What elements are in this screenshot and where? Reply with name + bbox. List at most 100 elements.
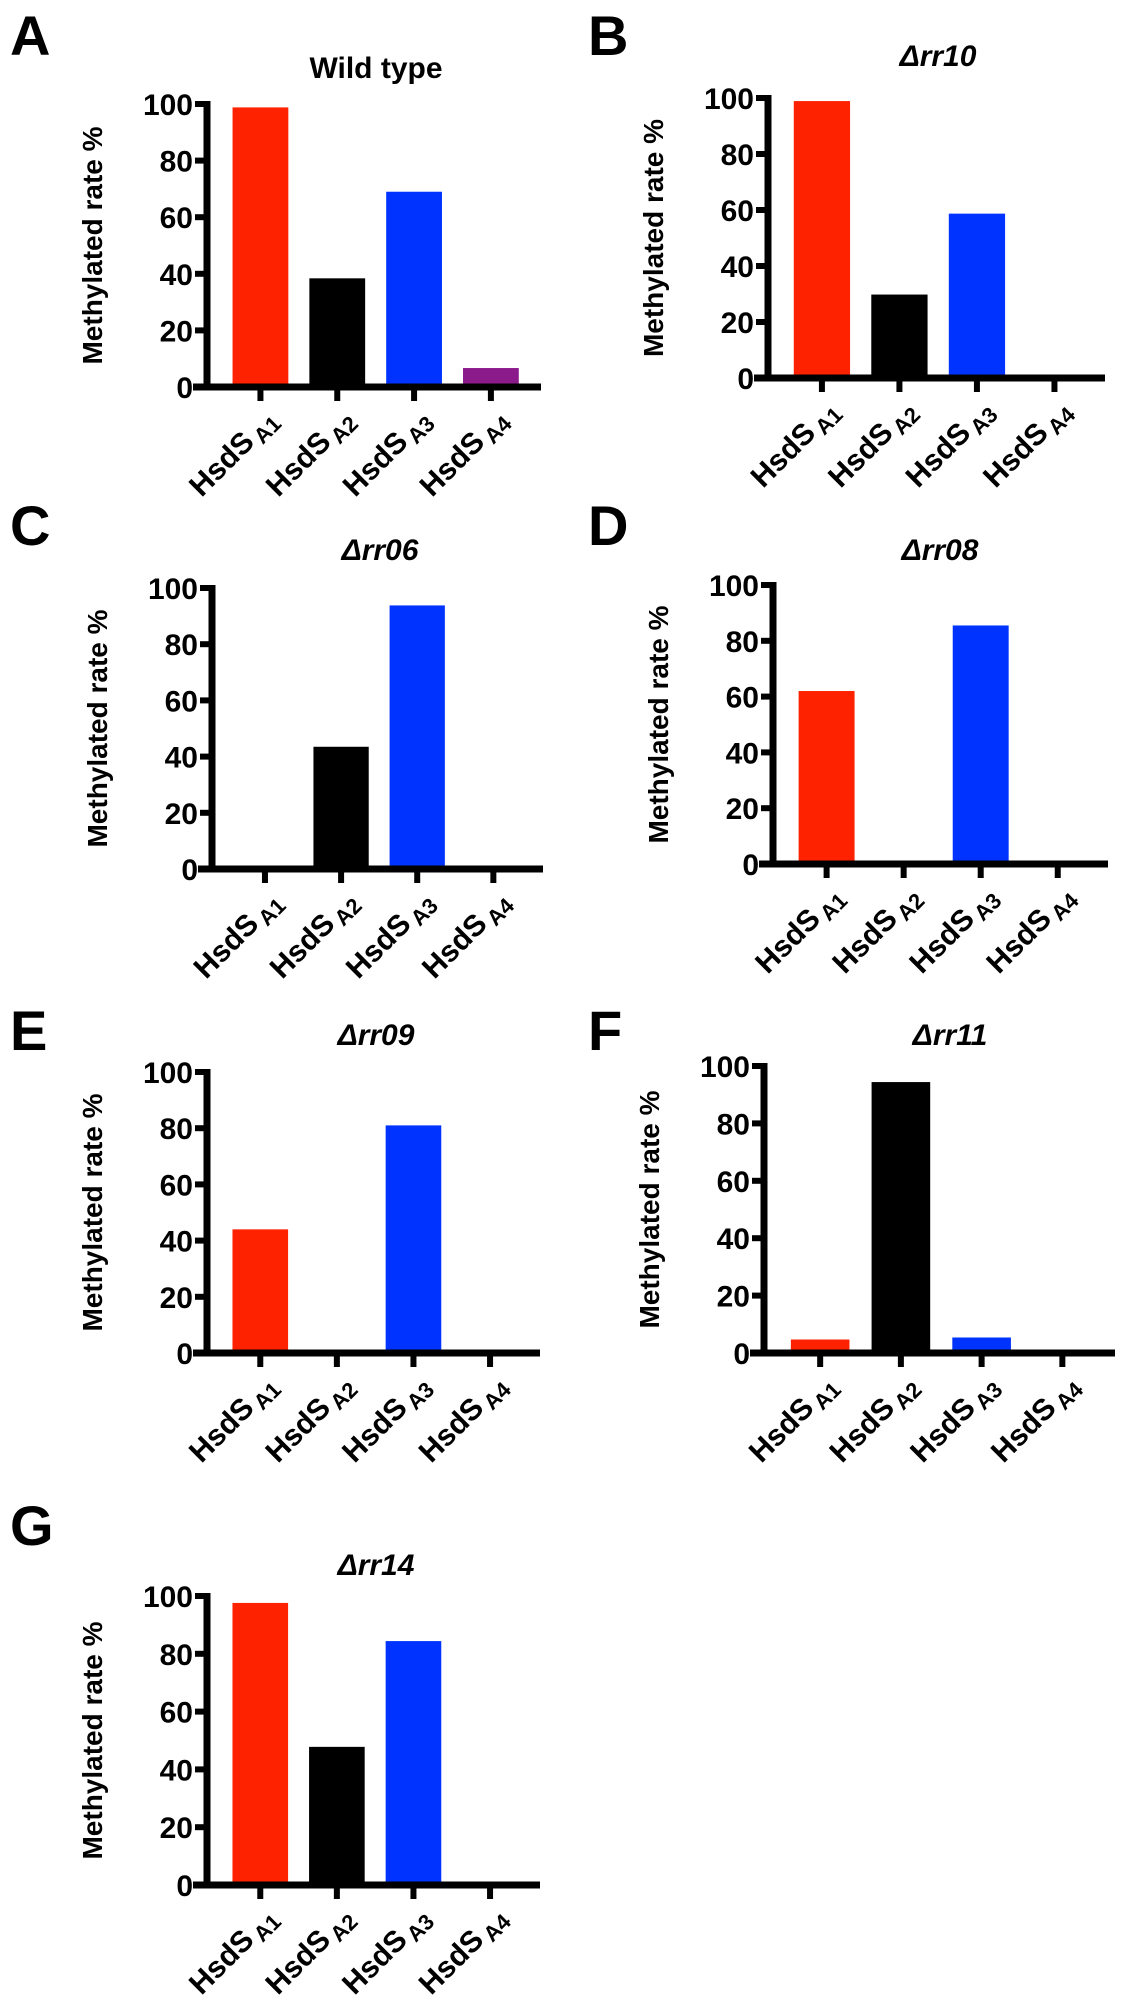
y-tick-label: 100 [143, 1057, 193, 1090]
panel-letter: F [588, 999, 622, 1062]
chart-title: Δrr11 [912, 1019, 988, 1052]
y-tick-label: 80 [721, 139, 754, 172]
category-main: HsdS [745, 416, 823, 494]
y-tick-label: 40 [721, 251, 754, 284]
category-main: HsdS [183, 425, 261, 503]
category-label: HsdSA4 [414, 402, 518, 506]
y-tick-label: 0 [176, 1338, 193, 1371]
panel-letter: G [10, 1494, 54, 1557]
panel-letter: A [10, 4, 50, 67]
y-axis-label: Methylated rate % [82, 609, 113, 847]
chart-title: Δrr09 [337, 1019, 415, 1052]
y-tick-label: 20 [165, 798, 198, 831]
y-tick-label: 40 [160, 1754, 193, 1787]
y-tick-label: 0 [742, 849, 759, 882]
y-tick-label: 80 [165, 629, 198, 662]
y-tick-label: 0 [176, 372, 193, 405]
category-main: HsdS [743, 1391, 821, 1469]
bar-a3 [952, 1337, 1011, 1353]
category-main: HsdS [183, 1923, 261, 2000]
category-main: HsdS [183, 1391, 261, 1469]
y-tick-label: 20 [721, 307, 754, 340]
category-label: HsdSA2 [824, 1369, 927, 1472]
category-label: HsdSA3 [904, 1369, 1007, 1472]
chart-title: Δrr10 [899, 40, 977, 73]
y-tick-label: 100 [148, 573, 198, 606]
bar-a3 [385, 1125, 442, 1353]
bar-a3 [386, 191, 442, 387]
category-main: HsdS [188, 907, 266, 985]
category-label: HsdSA4 [413, 1900, 517, 2000]
y-tick-label: 60 [165, 685, 198, 718]
bar-a2 [313, 746, 369, 869]
bar-a3 [952, 625, 1009, 864]
y-tick-label: 100 [709, 570, 759, 603]
bar-a2 [871, 294, 928, 378]
y-axis-label: Methylated rate % [77, 1621, 108, 1859]
bar-a3 [948, 213, 1006, 378]
y-tick-label: 100 [700, 1051, 750, 1084]
y-axis-label: Methylated rate % [77, 126, 108, 364]
y-tick-label: 40 [160, 259, 193, 292]
bar-a1 [232, 107, 289, 388]
y-tick-label: 0 [737, 363, 754, 396]
y-tick-label: 20 [726, 793, 759, 826]
chart-title: Δrr06 [341, 534, 419, 567]
y-tick-label: 0 [176, 1870, 193, 1903]
bar-a2 [309, 1746, 365, 1885]
chart-title: Δrr14 [337, 1549, 415, 1582]
y-tick-label: 100 [143, 89, 193, 122]
category-label: HsdSA4 [980, 879, 1084, 983]
bar-a2 [871, 1082, 931, 1353]
y-tick-label: 0 [733, 1338, 750, 1371]
bar-a2 [309, 278, 366, 387]
y-axis-label: Methylated rate % [634, 1090, 665, 1328]
bar-a3 [385, 1641, 442, 1885]
y-tick-label: 20 [160, 1282, 193, 1315]
y-tick-label: 0 [181, 854, 198, 887]
y-tick-label: 80 [726, 626, 759, 659]
category-main: HsdS [749, 902, 827, 980]
category-label: HsdSA4 [977, 393, 1081, 497]
y-tick-label: 80 [160, 146, 193, 179]
y-tick-label: 20 [717, 1281, 750, 1314]
y-tick-label: 40 [165, 742, 198, 775]
y-tick-label: 100 [143, 1581, 193, 1614]
y-tick-label: 20 [160, 315, 193, 348]
y-tick-label: 80 [717, 1108, 750, 1141]
y-tick-label: 40 [160, 1226, 193, 1259]
bar-a4 [463, 368, 519, 387]
y-tick-label: 60 [160, 202, 193, 235]
y-tick-label: 60 [717, 1166, 750, 1199]
y-axis-label: Methylated rate % [643, 605, 674, 843]
bar-a1 [232, 1602, 289, 1885]
y-tick-label: 80 [160, 1113, 193, 1146]
chart-title: Δrr08 [901, 534, 979, 567]
y-axis-label: Methylated rate % [638, 119, 669, 357]
y-tick-label: 100 [704, 83, 754, 116]
bar-a1 [793, 101, 851, 378]
category-label: HsdSA4 [413, 1368, 517, 1472]
category-label: HsdSA4 [985, 1368, 1089, 1472]
panel-letter: D [588, 494, 628, 557]
panel-letter: B [588, 4, 628, 67]
y-tick-label: 60 [726, 682, 759, 715]
y-axis-label: Methylated rate % [77, 1093, 108, 1331]
category-label: HsdSA1 [743, 1369, 846, 1472]
bar-a1 [232, 1229, 289, 1353]
y-tick-label: 20 [160, 1812, 193, 1845]
panel-letter: C [10, 494, 50, 557]
bar-a3 [389, 605, 445, 869]
y-tick-label: 60 [160, 1697, 193, 1730]
y-tick-label: 40 [726, 737, 759, 770]
y-tick-label: 80 [160, 1639, 193, 1672]
chart-title: Wild type [309, 52, 442, 85]
